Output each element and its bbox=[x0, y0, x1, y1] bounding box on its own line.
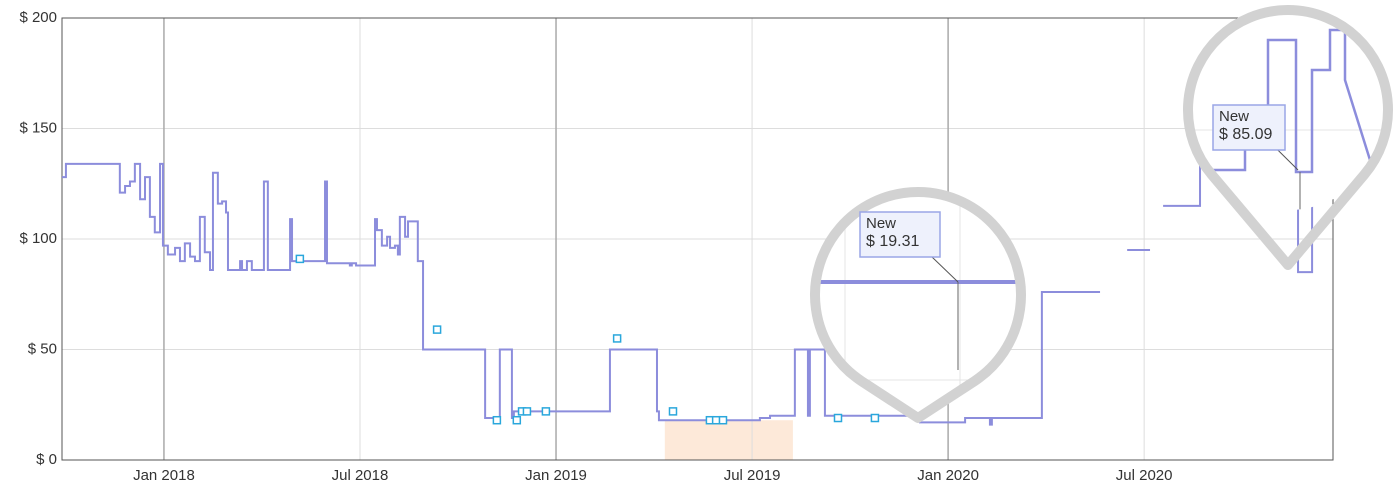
marker bbox=[668, 407, 678, 416]
tooltip-label: New bbox=[866, 215, 896, 232]
x-tick-label: Jul 2018 bbox=[332, 467, 389, 484]
marker bbox=[492, 415, 502, 425]
x-tick-label: Jul 2019 bbox=[724, 467, 781, 484]
plot-area bbox=[62, 32, 1333, 426]
price-line bbox=[62, 32, 1333, 426]
tooltip-value: $ 85.09 bbox=[1219, 126, 1272, 143]
marker bbox=[612, 334, 622, 343]
x-tick-label: Jul 2020 bbox=[1116, 467, 1173, 484]
x-tick-label: Jan 2018 bbox=[133, 467, 195, 484]
tooltip-box bbox=[859, 211, 941, 258]
lens-bg bbox=[1188, 10, 1388, 210]
tooltip-box bbox=[1212, 104, 1286, 151]
highlight-band bbox=[664, 420, 793, 460]
tooltip-connector bbox=[1277, 149, 1299, 171]
marker bbox=[718, 415, 728, 425]
lens-frame bbox=[1183, 5, 1393, 270]
lens-frame bbox=[810, 187, 1026, 423]
marker bbox=[512, 415, 522, 425]
marker bbox=[541, 407, 551, 416]
marker bbox=[522, 407, 532, 416]
tooltip-value: $ 19.31 bbox=[866, 233, 919, 250]
y-tick-label: $ 50 bbox=[28, 340, 57, 357]
marker bbox=[833, 413, 843, 423]
y-tick-label: $ 200 bbox=[19, 9, 57, 26]
marker bbox=[295, 254, 305, 264]
x-tick-label: Jan 2020 bbox=[917, 467, 979, 484]
y-tick-label: $ 0 bbox=[36, 451, 57, 468]
plot-frame bbox=[61, 17, 1334, 461]
y-tick-label: $ 150 bbox=[19, 119, 57, 136]
marker bbox=[870, 413, 880, 423]
tooltip-connector bbox=[931, 256, 959, 283]
marker bbox=[432, 325, 442, 334]
x-tick-label: Jan 2019 bbox=[525, 467, 587, 484]
marker bbox=[711, 415, 721, 425]
y-tick-label: $ 100 bbox=[19, 230, 57, 247]
tooltip-label: New bbox=[1219, 108, 1249, 125]
